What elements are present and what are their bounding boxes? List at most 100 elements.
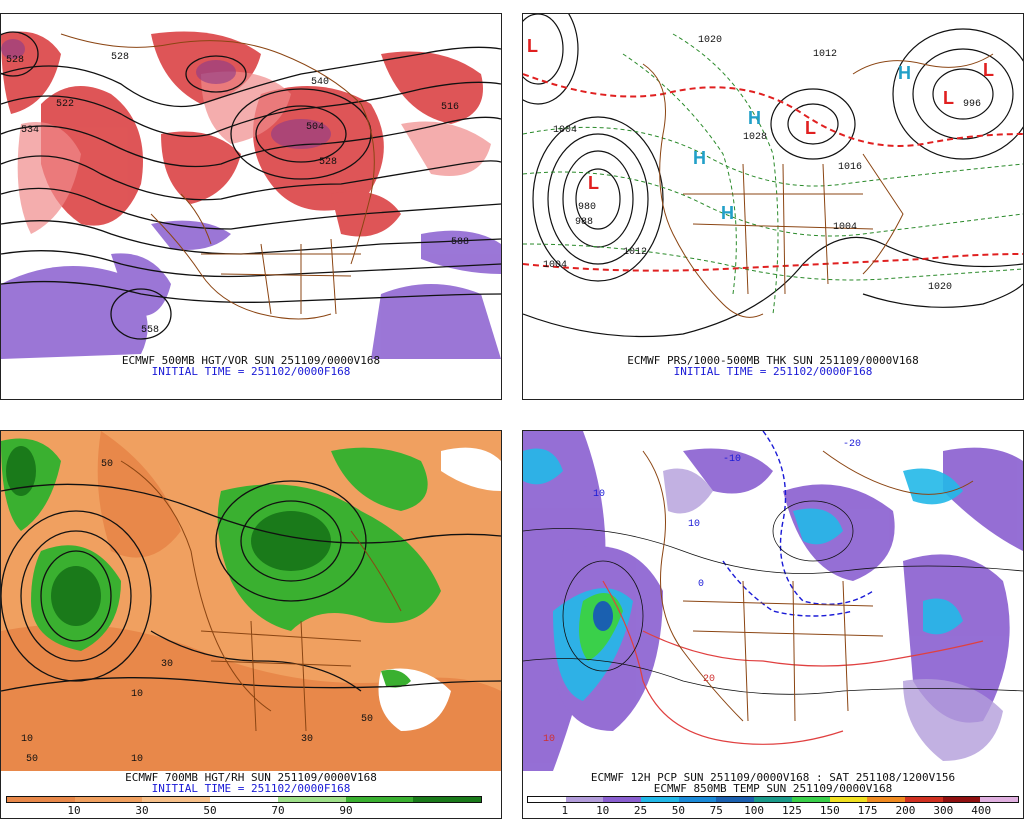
panel-700mb-relative-humidity: 50 10 30 10 50 30 50 10 ECMWF 700MB HGT/… xyxy=(0,430,502,819)
contour-label: 10 xyxy=(688,519,700,530)
legend-swatch xyxy=(565,797,604,802)
low-pressure-marker: L xyxy=(943,88,954,108)
panel-subtitle: INITIAL TIME = 251102/0000F168 xyxy=(673,365,873,378)
contour-label: 534 xyxy=(21,125,39,136)
contour-label: 50 xyxy=(26,754,38,765)
rh-color-legend: 10 30 50 70 90 xyxy=(1,794,501,818)
contour-label: 10 xyxy=(131,689,143,700)
contour-label: 528 xyxy=(6,55,24,66)
contour-label: 10 xyxy=(21,734,33,745)
low-pressure-marker: L xyxy=(805,118,816,138)
contour-label: 1016 xyxy=(838,162,862,173)
rh-color-bar xyxy=(6,796,482,803)
legend-tick-label: 10 xyxy=(596,804,610,817)
panel-sea-level-pressure-thickness: H H H H L L L L L 1020 1028 1012 1004 99… xyxy=(522,13,1024,400)
legend-swatch xyxy=(603,797,642,802)
contour-label: 50 xyxy=(101,459,113,470)
legend-swatch xyxy=(942,797,981,802)
contour-label: 1020 xyxy=(928,282,952,293)
legend-tick-label: 200 xyxy=(895,804,916,817)
legend-tick-label: 10 xyxy=(67,804,81,817)
legend-swatch xyxy=(904,797,943,802)
contour-label: 30 xyxy=(301,734,313,745)
legend-swatch xyxy=(829,797,868,802)
high-pressure-marker: H xyxy=(748,108,761,128)
panel-title: ECMWF 12H PCP SUN 251109/0000V168 : SAT … xyxy=(590,771,956,784)
contour-label: 988 xyxy=(575,217,593,228)
panel-title: ECMWF 500MB HGT/VOR SUN 251109/0000V168 xyxy=(121,354,381,367)
panel-500mb-vorticity: 528 522 528 540 516 504 528 534 588 558 … xyxy=(0,13,502,400)
contour-label: 10 xyxy=(593,489,605,500)
contour-label: 558 xyxy=(141,325,159,336)
contour-label: 504 xyxy=(306,122,324,133)
contour-label: 980 xyxy=(578,202,596,213)
legend-tick-label: 90 xyxy=(339,804,353,817)
contour-label: 10 xyxy=(131,754,143,765)
legend-tick-label: 70 xyxy=(271,804,285,817)
pcp-color-bar xyxy=(527,796,1019,803)
legend-tick-label: 25 xyxy=(633,804,648,817)
contour-label: -10 xyxy=(723,454,741,465)
contour-label: 20 xyxy=(703,674,715,685)
contour-label: 0 xyxy=(698,579,704,590)
legend-swatch xyxy=(641,797,679,802)
legend-tick-label: 100 xyxy=(744,804,764,817)
legend-tick-label: 1 xyxy=(561,804,569,817)
contour-label: 1004 xyxy=(543,260,567,271)
legend-tick-label: 400 xyxy=(971,804,992,817)
legend-swatch xyxy=(528,797,566,802)
contour-label: 588 xyxy=(451,237,469,248)
panel-subtitle: ECMWF 850MB TEMP SUN 251109/0000V168 xyxy=(653,782,893,795)
contour-label: 996 xyxy=(963,99,981,110)
map-pressure-thickness: H H H H L L L L L 1020 1028 1012 1004 99… xyxy=(523,14,1023,359)
contour-label: 1020 xyxy=(698,35,722,46)
map-500mb-vorticity: 528 522 528 540 516 504 528 534 588 558 xyxy=(1,14,501,359)
legend-tick-label: 50 xyxy=(671,804,685,817)
legend-swatch xyxy=(7,797,75,802)
contour-label: 1004 xyxy=(553,125,577,136)
contour-label: 540 xyxy=(311,77,329,88)
legend-swatch xyxy=(142,797,211,802)
high-pressure-marker: H xyxy=(693,148,706,168)
map-700mb-humidity: 50 10 30 10 50 30 50 10 xyxy=(1,431,501,771)
legend-tick-label: 175 xyxy=(857,804,878,817)
contour-label: 528 xyxy=(111,52,129,63)
low-pressure-marker: L xyxy=(527,36,538,56)
contour-label: 1028 xyxy=(743,132,767,143)
legend-swatch xyxy=(754,797,792,802)
contour-label: 30 xyxy=(161,659,173,670)
legend-tick-label: 150 xyxy=(819,804,840,817)
legend-swatch xyxy=(791,797,830,802)
panel-subtitle: INITIAL TIME = 251102/0000F168 xyxy=(151,782,351,795)
legend-swatch xyxy=(867,797,905,802)
panel-title: ECMWF PRS/1000-500MB THK SUN 251109/0000… xyxy=(627,354,919,367)
legend-tick-label: 75 xyxy=(709,804,723,817)
legend-swatch xyxy=(210,797,278,802)
contour-label: -20 xyxy=(843,439,861,450)
panel-subtitle: INITIAL TIME = 251102/0000F168 xyxy=(151,365,351,378)
legend-swatch xyxy=(345,797,414,802)
low-pressure-marker: L xyxy=(588,173,599,193)
low-pressure-marker: L xyxy=(983,60,994,80)
legend-swatch xyxy=(678,797,717,802)
legend-swatch xyxy=(980,797,1018,802)
contour-label: 1004 xyxy=(833,222,857,233)
contour-label: 528 xyxy=(319,157,337,168)
contour-label: 1012 xyxy=(813,49,837,60)
contour-label: 1012 xyxy=(623,247,647,258)
contour-label: 10 xyxy=(543,734,555,745)
contour-label: 50 xyxy=(361,714,373,725)
high-pressure-marker: H xyxy=(898,63,911,83)
panel-title: ECMWF 700MB HGT/RH SUN 251109/0000V168 xyxy=(125,771,377,784)
legend-tick-label: 50 xyxy=(203,804,217,817)
legend-swatch xyxy=(413,797,482,802)
panel-12h-precipitation: 10 10 -10 -20 0 20 10 ECMWF 12H PCP SUN … xyxy=(522,430,1024,819)
legend-tick-label: 30 xyxy=(135,804,149,817)
contour-label: 522 xyxy=(56,99,74,110)
legend-swatch xyxy=(74,797,143,802)
legend-tick-label: 300 xyxy=(933,804,954,817)
legend-tick-label: 125 xyxy=(781,804,802,817)
pcp-color-legend: 1 10 25 50 75 100 125 150 175 200 300 400 xyxy=(523,794,1023,818)
map-12h-precipitation: 10 10 -10 -20 0 20 10 xyxy=(523,431,1023,771)
high-pressure-marker: H xyxy=(721,203,734,223)
